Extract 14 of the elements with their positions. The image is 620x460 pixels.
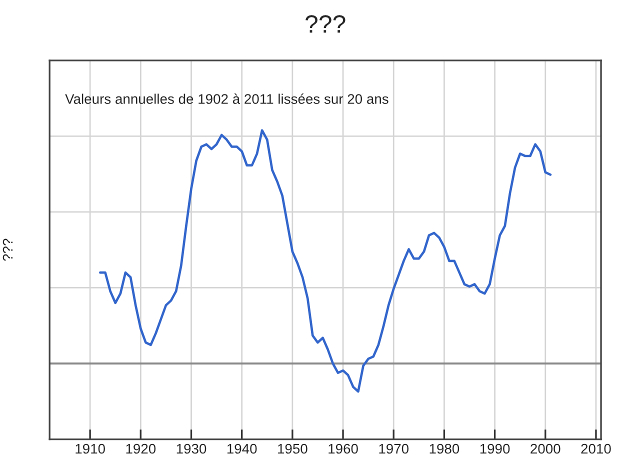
x-tick-label: 1920 (126, 444, 156, 454)
x-tick-label: 2000 (530, 444, 560, 454)
x-tick-label: 1970 (379, 444, 409, 454)
x-tick-label: 1960 (328, 444, 358, 454)
x-tick-label: 1930 (176, 444, 206, 454)
x-tick-label: 1990 (480, 444, 510, 454)
text: Valeurs annuelles de 1902 à 2011 lissées sur 20 ans (65, 94, 388, 104)
y-axis-title: ??? (2, 238, 13, 261)
x-tick-label: 1950 (278, 444, 308, 454)
x-tick-label: 1980 (430, 444, 460, 454)
x-tick-label: 1910 (76, 444, 105, 454)
x-tick-label: 1940 (227, 444, 257, 454)
chart-title: ??? (305, 15, 346, 33)
x-tick-label: 2010 (581, 444, 611, 454)
